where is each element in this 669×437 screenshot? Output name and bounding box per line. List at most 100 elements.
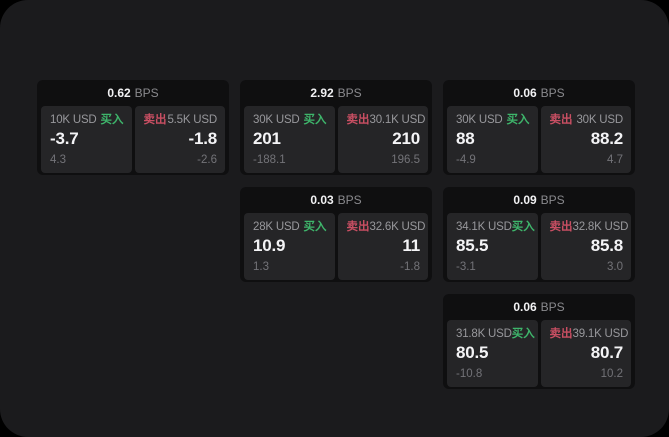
sell-quote-tile[interactable]: 卖出 30K USD 88.2 4.7 [540,106,631,173]
bps-value: 2.92 [310,86,334,100]
buy-delta: -4.9 [456,154,476,166]
card-header: 0.03 BPS [240,187,432,213]
card-header: 0.06 BPS [443,80,635,106]
buy-notional: 10K USD [50,114,97,126]
buy-notional: 31.8K USD [456,328,512,340]
quote-card: 2.92 BPS 30K USD 买入 201 -188.1 卖出 [240,80,432,175]
buy-tile-top-row: 30K USD 买入 [456,113,530,127]
bps-value: 0.09 [513,193,537,207]
buy-price: 88 [456,129,475,148]
quote-card: 0.06 BPS 31.8K USD 买入 80.5 -10.8 卖 [443,294,635,389]
sell-quote-tile[interactable]: 卖出 30.1K USD 210 196.5 [337,106,428,173]
bps-unit-label: BPS [337,86,362,100]
sell-delta: 196.5 [391,154,420,166]
buy-quote-tile[interactable]: 34.1K USD 买入 85.5 -3.1 [447,213,538,280]
sell-price: 85.8 [590,236,623,255]
quote-card: 0.06 BPS 30K USD 买入 88 -4.9 卖出 [443,80,635,175]
buy-delta: -188.1 [253,154,286,166]
sell-tile-top-row: 卖出 32.8K USD [549,220,629,234]
sell-price: 80.7 [590,343,623,362]
buy-tile-top-row: 34.1K USD 买入 [456,220,535,234]
sell-notional: 39.1K USD [572,328,629,340]
buy-delta: -3.1 [456,261,476,273]
sell-tile-top-row: 卖出 32.6K USD [346,220,426,234]
buy-side-label: 买入 [511,328,535,340]
buy-notional: 30K USD [253,114,300,126]
sell-tile-top-row: 卖出 30.1K USD [347,113,426,127]
sell-notional: 32.8K USD [572,221,629,233]
bps-unit-label: BPS [540,86,565,100]
buy-side-label: 买入 [100,114,124,126]
buy-quote-tile[interactable]: 10K USD 买入 -3.7 4.3 [41,106,132,173]
card-header: 2.92 BPS [240,80,432,106]
buy-quote-tile[interactable]: 30K USD 买入 201 -188.1 [244,106,335,173]
buy-tile-top-row: 10K USD 买入 [50,113,124,127]
sell-tile-top-row: 卖出 30K USD [550,113,624,127]
card-body: 34.1K USD 买入 85.5 -3.1 卖出 32.8K USD 85.8… [443,213,635,282]
card-body: 31.8K USD 买入 80.5 -10.8 卖出 39.1K USD 80.… [443,320,635,389]
card-body: 28K USD 买入 10.9 1.3 卖出 32.6K USD 11 -1.8 [240,213,432,282]
sell-side-label: 卖出 [549,114,573,126]
bps-value: 0.62 [107,86,131,100]
card-body: 10K USD 买入 -3.7 4.3 卖出 5.5K USD -1.8 -2.… [37,106,229,175]
buy-price: -3.7 [50,129,79,148]
card-header: 0.09 BPS [443,187,635,213]
buy-side-label: 买入 [511,221,535,233]
buy-quote-tile[interactable]: 30K USD 买入 88 -4.9 [447,106,538,173]
buy-notional: 28K USD [253,221,300,233]
buy-quote-tile[interactable]: 28K USD 买入 10.9 1.3 [244,213,335,280]
buy-notional: 34.1K USD [456,221,512,233]
sell-delta: -2.6 [197,154,217,166]
buy-price: 80.5 [456,343,489,362]
buy-side-label: 买入 [506,114,530,126]
sell-notional: 30.1K USD [369,114,426,126]
sell-quote-tile[interactable]: 卖出 32.8K USD 85.8 3.0 [540,213,631,280]
sell-price: -1.8 [188,129,218,148]
bps-value: 0.03 [310,193,334,207]
bps-unit-label: BPS [540,300,565,314]
sell-tile-top-row: 卖出 5.5K USD [144,113,218,127]
buy-price: 85.5 [456,236,489,255]
buy-price: 10.9 [253,236,286,255]
bps-value: 0.06 [513,86,537,100]
sell-notional: 32.6K USD [369,221,426,233]
bps-unit-label: BPS [337,193,362,207]
sell-quote-tile[interactable]: 卖出 32.6K USD 11 -1.8 [337,213,428,280]
buy-quote-tile[interactable]: 31.8K USD 买入 80.5 -10.8 [447,320,538,387]
card-body: 30K USD 买入 88 -4.9 卖出 30K USD 88.2 4.7 [443,106,635,175]
sell-tile-top-row: 卖出 39.1K USD [549,327,629,341]
sell-price: 11 [402,236,420,255]
quote-card: 0.09 BPS 34.1K USD 买入 85.5 -3.1 卖出 [443,187,635,282]
quote-card: 0.03 BPS 28K USD 买入 10.9 1.3 卖出 [240,187,432,282]
sell-side-label: 卖出 [346,221,370,233]
sell-side-label: 卖出 [143,114,167,126]
sell-notional: 30K USD [576,114,623,126]
sell-delta: 10.2 [600,368,623,380]
card-header: 0.06 BPS [443,294,635,320]
buy-tile-top-row: 30K USD 买入 [253,113,327,127]
buy-price: 201 [253,129,281,148]
sell-delta: -1.8 [400,261,420,273]
buy-delta: 4.3 [50,154,66,166]
quote-card-grid: 0.62 BPS 10K USD 买入 -3.7 4.3 卖出 [37,80,635,389]
buy-delta: 1.3 [253,261,269,273]
card-header: 0.62 BPS [37,80,229,106]
buy-delta: -10.8 [456,368,483,380]
bps-value: 0.06 [513,300,537,314]
bps-unit-label: BPS [540,193,565,207]
buy-tile-top-row: 28K USD 买入 [253,220,327,234]
sell-quote-tile[interactable]: 卖出 5.5K USD -1.8 -2.6 [134,106,225,173]
sell-quote-tile[interactable]: 卖出 39.1K USD 80.7 10.2 [540,320,631,387]
card-body: 30K USD 买入 201 -188.1 卖出 30.1K USD 210 1… [240,106,432,175]
sell-side-label: 卖出 [549,328,573,340]
quote-card: 0.62 BPS 10K USD 买入 -3.7 4.3 卖出 [37,80,229,175]
sell-delta: 3.0 [607,261,623,273]
sell-side-label: 卖出 [549,221,573,233]
buy-notional: 30K USD [456,114,503,126]
sell-delta: 4.7 [607,154,623,166]
buy-side-label: 买入 [303,221,327,233]
bps-unit-label: BPS [134,86,159,100]
buy-side-label: 买入 [303,114,327,126]
